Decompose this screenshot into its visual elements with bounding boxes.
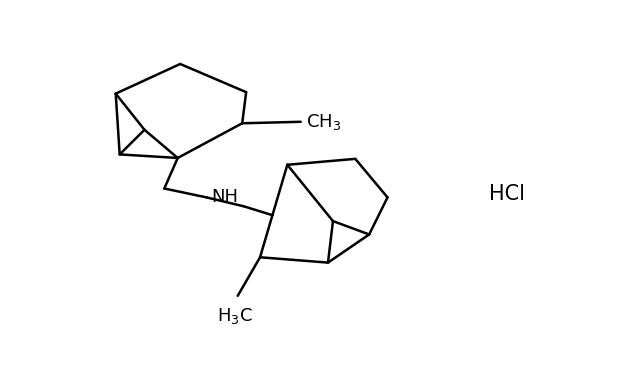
Text: CH$_3$: CH$_3$ (306, 112, 341, 132)
Text: H$_3$C: H$_3$C (218, 306, 253, 326)
Text: NH: NH (211, 188, 239, 206)
Text: HCl: HCl (488, 184, 525, 204)
